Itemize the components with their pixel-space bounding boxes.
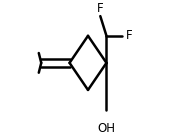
Text: F: F: [97, 2, 104, 15]
Text: OH: OH: [98, 122, 115, 135]
Text: F: F: [126, 29, 133, 42]
